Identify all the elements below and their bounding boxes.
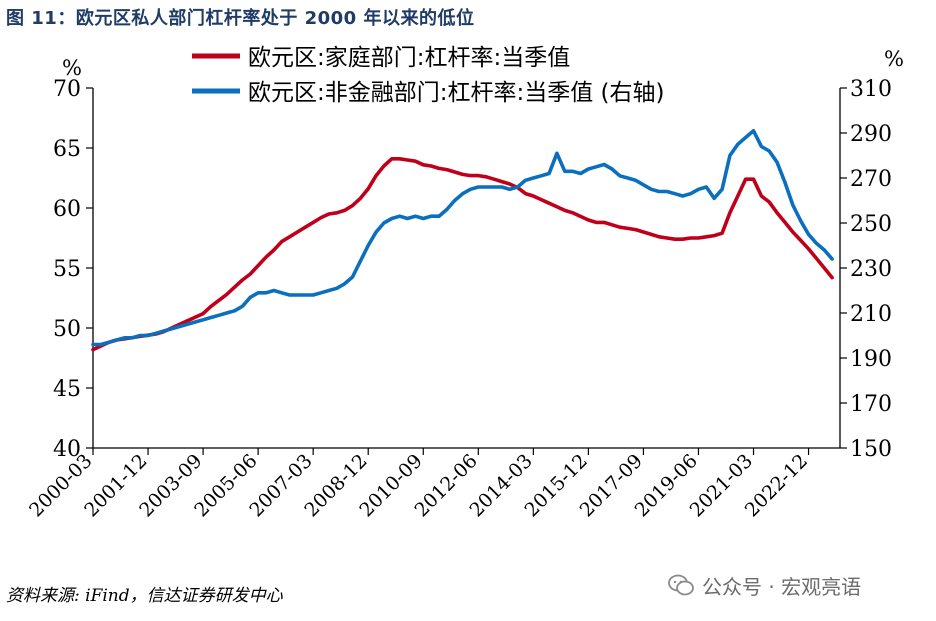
left-tick-label: 65 bbox=[53, 137, 81, 162]
left-tick-label: 70 bbox=[53, 77, 81, 102]
right-tick-label: 270 bbox=[850, 167, 892, 192]
right-tick-label: 190 bbox=[850, 347, 892, 372]
right-tick-label: 210 bbox=[850, 302, 892, 327]
legend: 欧元区:家庭部门:杠杆率:当季值 欧元区:非金融部门:杠杆率:当季值 (右轴) bbox=[192, 45, 665, 106]
household-leverage-line bbox=[91, 157, 834, 352]
legend-label-nonfinancial: 欧元区:非金融部门:杠杆率:当季值 (右轴) bbox=[248, 80, 665, 106]
right-tick-label: 310 bbox=[850, 77, 892, 102]
right-tick-label: 250 bbox=[850, 212, 892, 237]
left-axis-ticks: 40 45 50 55 60 65 70 bbox=[53, 77, 93, 462]
legend-label-household: 欧元区:家庭部门:杠杆率:当季值 bbox=[248, 45, 570, 71]
watermark-text: 公众号 · 宏观亮语 bbox=[702, 574, 862, 599]
watermark: 公众号 · 宏观亮语 bbox=[668, 571, 861, 599]
right-tick-label: 150 bbox=[850, 437, 892, 462]
nonfinancial-leverage-line bbox=[91, 129, 834, 347]
wechat-icon bbox=[668, 574, 694, 596]
source-note: 资料来源: iFind，信达证券研发中心 bbox=[6, 586, 283, 606]
plot-frame bbox=[92, 88, 841, 449]
left-unit-label: % bbox=[62, 56, 82, 80]
figure-title: 图 11：欧元区私人部门杠杆率处于 2000 年以来的低位 bbox=[6, 8, 475, 29]
left-tick-label: 60 bbox=[53, 197, 81, 222]
left-tick-label: 50 bbox=[53, 317, 81, 342]
x-axis-ticks: 2000-032001-122003-092005-062007-032008-… bbox=[25, 448, 812, 521]
right-tick-label: 290 bbox=[850, 122, 892, 147]
left-tick-label: 45 bbox=[53, 377, 81, 402]
series-lines bbox=[91, 129, 834, 352]
left-tick-label: 40 bbox=[53, 437, 81, 462]
right-tick-label: 170 bbox=[850, 392, 892, 417]
right-tick-label: 230 bbox=[850, 257, 892, 282]
right-unit-label: % bbox=[884, 47, 904, 71]
left-tick-label: 55 bbox=[53, 257, 81, 282]
right-axis-ticks: 150 170 190 210 230 250 270 290 310 bbox=[840, 77, 892, 462]
